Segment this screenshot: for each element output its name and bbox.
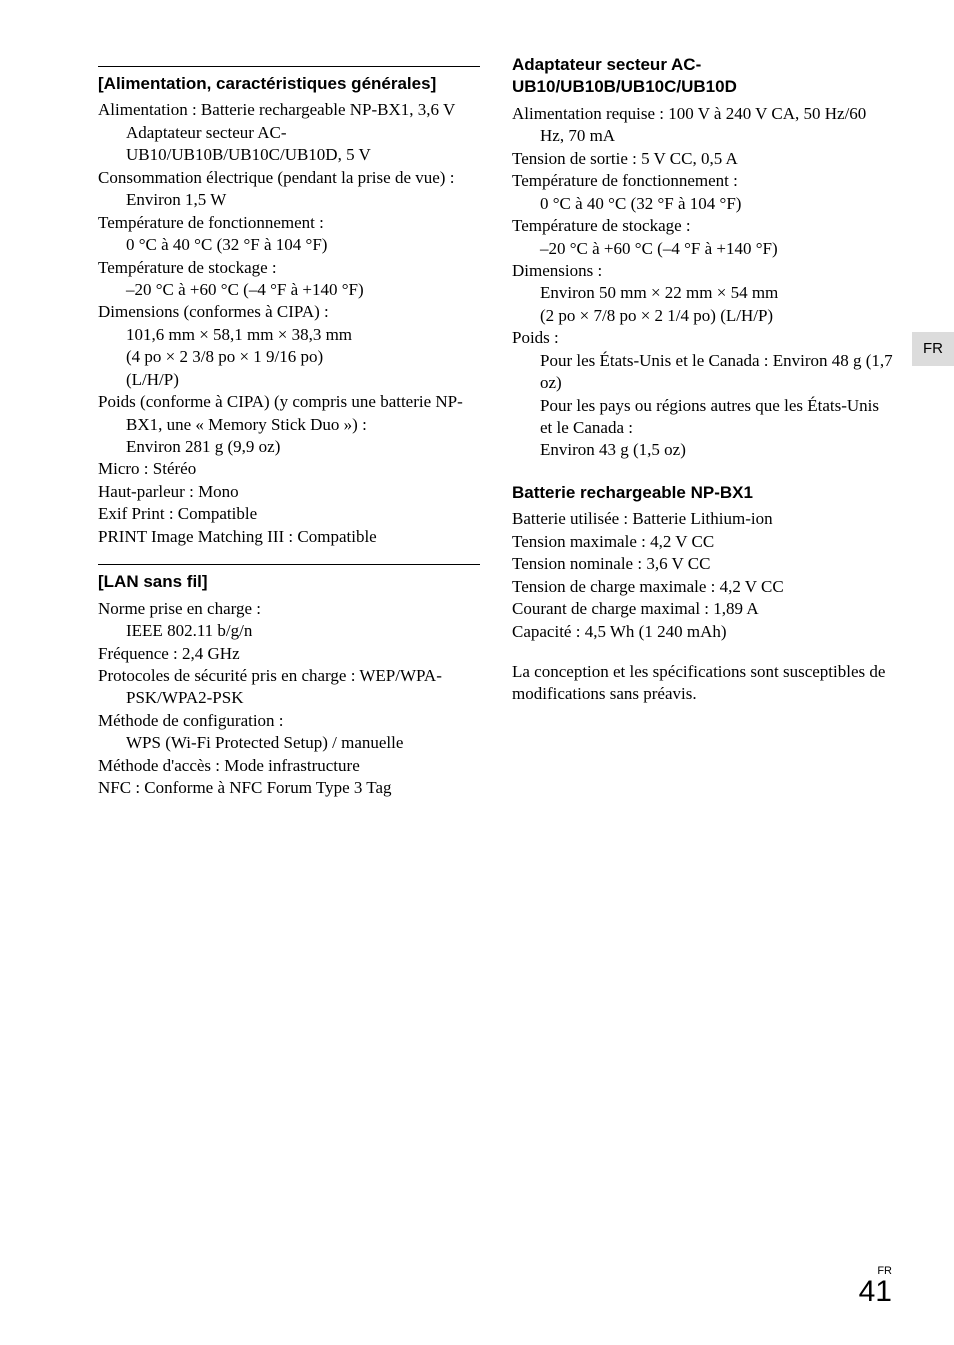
spec-text: Dimensions (conformes à CIPA) : (98, 301, 480, 323)
spec-text: Dimensions : (512, 260, 894, 282)
section-body-battery: Batterie utilisée : Batterie Lithium-ion… (512, 508, 894, 643)
spec-text: (2 po × 7/8 po × 2 1/4 po) (L/H/P) (512, 305, 894, 327)
closing-note: La conception et les spécifications sont… (512, 661, 894, 706)
spec-text: Température de stockage : (98, 257, 480, 279)
spec-text: PRINT Image Matching III : Compatible (98, 526, 480, 548)
spec-text: Température de fonctionnement : (512, 170, 894, 192)
content-columns: [Alimentation, caractéristiques générale… (98, 50, 894, 800)
spec-text: Haut-parleur : Mono (98, 481, 480, 503)
spec-text: Pour les États-Unis et le Canada : Envir… (512, 350, 894, 395)
spec-text: Méthode d'accès : Mode infrastructure (98, 755, 480, 777)
spec-text: (4 po × 2 3/8 po × 1 9/16 po) (98, 346, 480, 368)
spec-text: NFC : Conforme à NFC Forum Type 3 Tag (98, 777, 480, 799)
spec-text: –20 °C à +60 °C (–4 °F à +140 °F) (98, 279, 480, 301)
page-number: FR 41 (859, 1266, 892, 1307)
section-heading-adapter: Adaptateur secteur AC-UB10/UB10B/UB10C/U… (512, 54, 894, 99)
spec-text: 0 °C à 40 °C (32 °F à 104 °F) (512, 193, 894, 215)
language-tab: FR (912, 332, 954, 366)
spec-text: Température de stockage : (512, 215, 894, 237)
spec-text: Tension maximale : 4,2 V CC (512, 531, 894, 553)
spec-text: –20 °C à +60 °C (–4 °F à +140 °F) (512, 238, 894, 260)
spec-text: Environ 281 g (9,9 oz) (98, 436, 480, 458)
spec-text: IEEE 802.11 b/g/n (98, 620, 480, 642)
spec-text: 0 °C à 40 °C (32 °F à 104 °F) (98, 234, 480, 256)
spec-text: Capacité : 4,5 Wh (1 240 mAh) (512, 621, 894, 643)
page-number-value: 41 (859, 1277, 892, 1307)
spec-text: 101,6 mm × 58,1 mm × 38,3 mm (98, 324, 480, 346)
spec-text: Température de fonctionnement : (98, 212, 480, 234)
spec-text: Poids (conforme à CIPA) (y compris une b… (98, 391, 480, 436)
left-column: [Alimentation, caractéristiques générale… (98, 50, 480, 800)
spec-text: WPS (Wi-Fi Protected Setup) / manuelle (98, 732, 480, 754)
spec-text: Alimentation : Batterie rechargeable NP-… (98, 99, 480, 121)
spec-text: Batterie utilisée : Batterie Lithium-ion (512, 508, 894, 530)
section-heading-power: [Alimentation, caractéristiques générale… (98, 66, 480, 95)
spec-text: Courant de charge maximal : 1,89 A (512, 598, 894, 620)
section-heading-wlan: [LAN sans fil] (98, 564, 480, 593)
spec-text: Méthode de configuration : (98, 710, 480, 732)
spec-text: Norme prise en charge : (98, 598, 480, 620)
section-body-wlan: Norme prise en charge :IEEE 802.11 b/g/n… (98, 598, 480, 800)
spec-text: (L/H/P) (98, 369, 480, 391)
right-column: Adaptateur secteur AC-UB10/UB10B/UB10C/U… (512, 50, 894, 800)
spec-text: Protocoles de sécurité pris en charge : … (98, 665, 480, 710)
spec-text: Adaptateur secteur AC-UB10/UB10B/UB10C/U… (98, 122, 480, 167)
spec-text: Tension nominale : 3,6 V CC (512, 553, 894, 575)
section-heading-battery: Batterie rechargeable NP-BX1 (512, 482, 894, 504)
spec-text: Alimentation requise : 100 V à 240 V CA,… (512, 103, 894, 148)
spec-text: Tension de sortie : 5 V CC, 0,5 A (512, 148, 894, 170)
spec-text: Tension de charge maximale : 4,2 V CC (512, 576, 894, 598)
spec-text: Fréquence : 2,4 GHz (98, 643, 480, 665)
section-body-adapter: Alimentation requise : 100 V à 240 V CA,… (512, 103, 894, 462)
spec-text: Environ 43 g (1,5 oz) (512, 439, 894, 461)
section-body-power: Alimentation : Batterie rechargeable NP-… (98, 99, 480, 548)
spec-text: Poids : (512, 327, 894, 349)
spec-text: Micro : Stéréo (98, 458, 480, 480)
spec-text: Exif Print : Compatible (98, 503, 480, 525)
spec-text: Consommation électrique (pendant la pris… (98, 167, 480, 212)
spec-text: Environ 50 mm × 22 mm × 54 mm (512, 282, 894, 304)
spec-text: Pour les pays ou régions autres que les … (512, 395, 894, 440)
